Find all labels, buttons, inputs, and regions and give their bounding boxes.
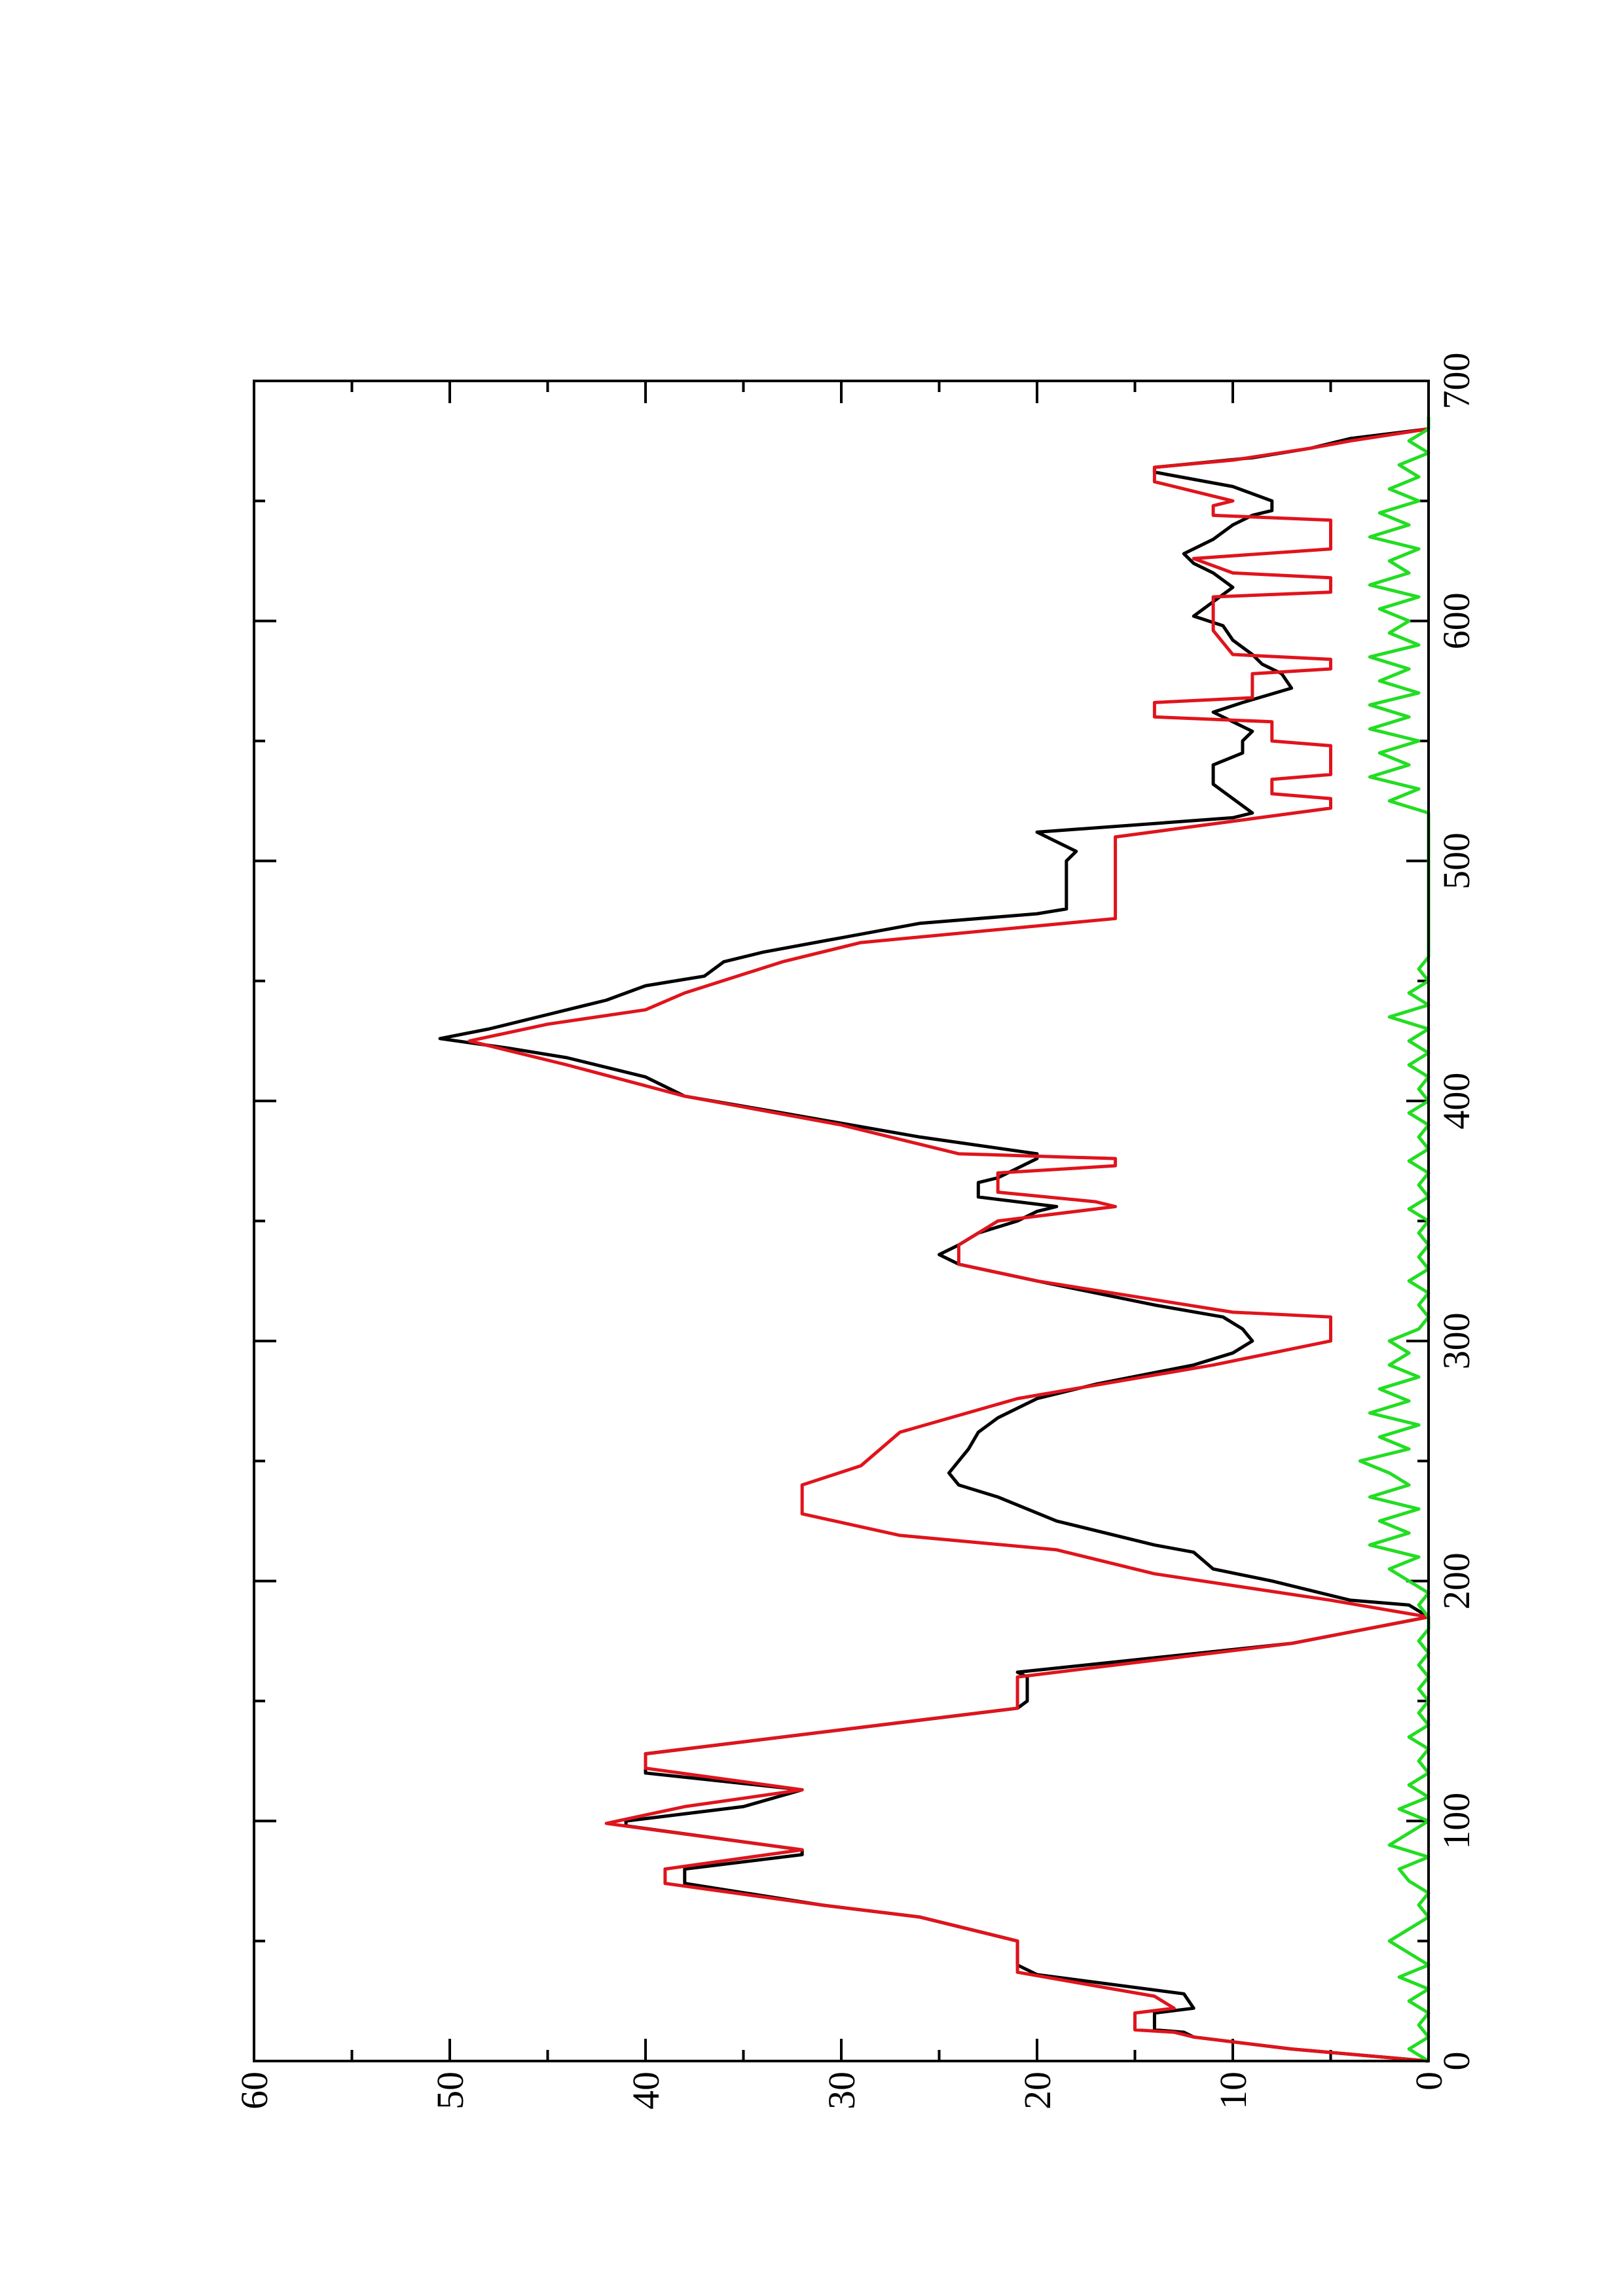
x-tick-label: 200	[1435, 1552, 1478, 1609]
y-tick-label: 30	[820, 2072, 863, 2109]
series-line	[467, 427, 1431, 2063]
y-tick-label: 0	[1408, 2072, 1450, 2090]
x-tick-label: 400	[1435, 1073, 1478, 1130]
y-tick-label: 10	[1212, 2072, 1254, 2109]
x-tick-label: 600	[1435, 592, 1478, 649]
x-tick-label: 0	[1435, 2052, 1478, 2071]
x-tick-label: 700	[1435, 353, 1478, 410]
y-tick-label: 40	[625, 2072, 667, 2109]
y-tick-label: 20	[1016, 2072, 1059, 2109]
y-tick-label: 50	[429, 2072, 471, 2109]
series-line	[1358, 417, 1431, 2063]
x-tick-label: 100	[1435, 1793, 1478, 1850]
plot-area: 0 100 200 300 400 500 600 700 0 10 20 30 40 50 60	[233, 353, 1478, 2110]
series-line	[438, 427, 1431, 2063]
y-tick-label: 60	[233, 2072, 276, 2109]
x-tick-label: 500	[1435, 833, 1478, 889]
x-tick-label: 300	[1435, 1312, 1478, 1369]
plot-frame	[253, 380, 1430, 2062]
